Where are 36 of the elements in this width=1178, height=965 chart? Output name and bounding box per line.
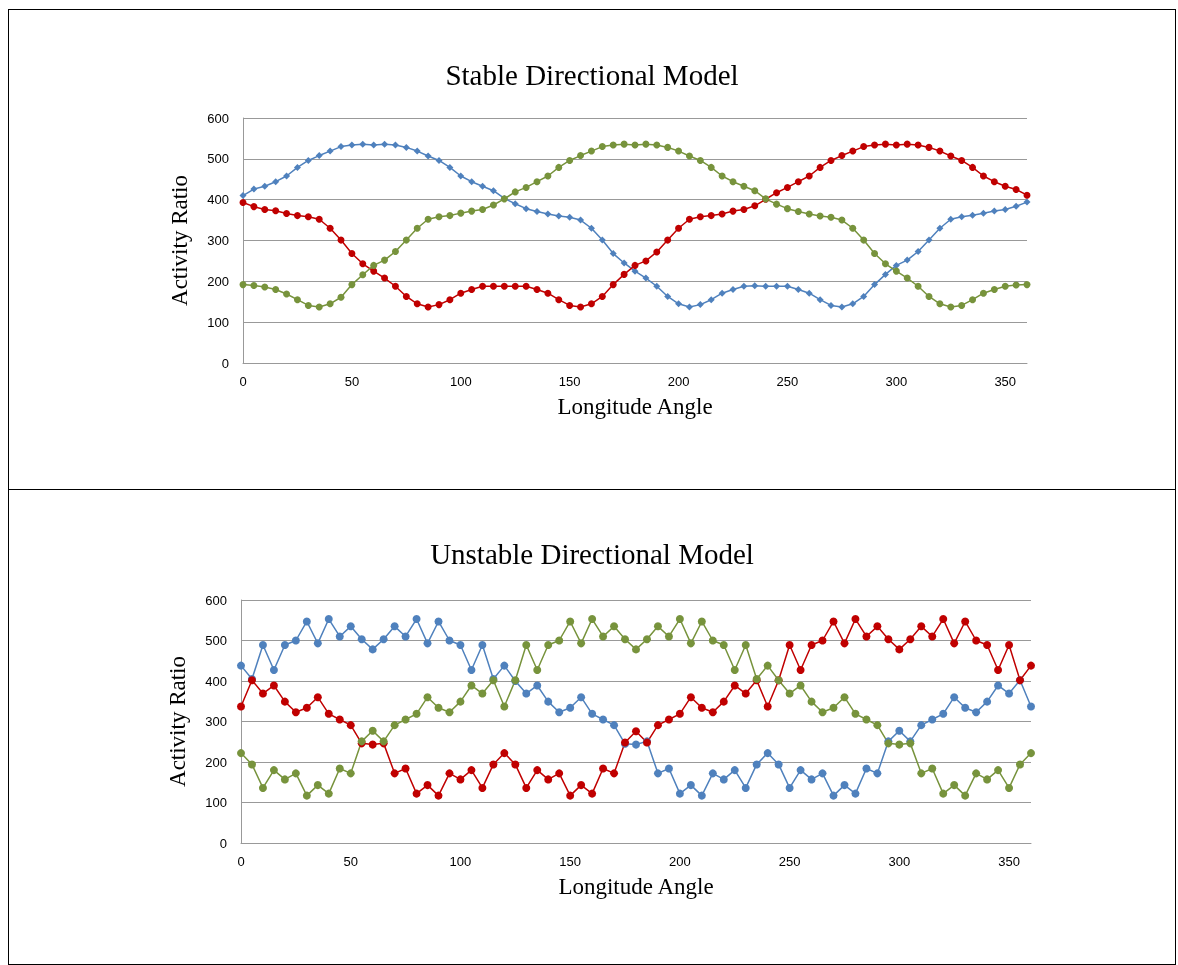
- x-tick-label: 0: [239, 374, 247, 389]
- y-axis-title: Activity Ratio: [167, 175, 192, 306]
- y-tick-label: 500: [205, 633, 227, 648]
- y-tick-label: 300: [207, 233, 229, 248]
- x-tick-label: 250: [778, 854, 801, 869]
- x-tick-label: 50: [344, 374, 360, 389]
- y-tick-label: 300: [205, 714, 227, 729]
- x-tick-label: 250: [776, 374, 799, 389]
- chart-title: Stable Directional Model: [445, 58, 739, 91]
- x-tick-label: 100: [449, 374, 472, 389]
- y-tick-label: 200: [205, 754, 227, 770]
- x-tick-label: 200: [669, 854, 691, 869]
- x-tick-label: 200: [667, 374, 690, 389]
- x-tick-label: 350: [994, 374, 1017, 389]
- x-tick-label: 150: [558, 374, 581, 389]
- y-tick-label: 600: [207, 110, 229, 126]
- x-tick-label: 350: [998, 854, 1020, 869]
- x-tick-label: 0: [237, 854, 245, 869]
- x-tick-label: 150: [559, 854, 582, 869]
- y-tick-label: 400: [207, 192, 229, 208]
- x-tick-label: 50: [343, 854, 358, 869]
- y-tick-label: 100: [205, 795, 227, 810]
- x-axis-title: Longitude Angle: [557, 394, 713, 419]
- y-tick-label: 600: [205, 592, 227, 608]
- y-axis-title: Activity Ratio: [165, 656, 190, 787]
- y-tick-label: 200: [207, 273, 229, 289]
- y-tick-label: 0: [219, 835, 227, 851]
- y-tick-label: 400: [205, 673, 227, 689]
- x-tick-label: 300: [885, 374, 908, 389]
- x-tick-label: 300: [888, 854, 911, 869]
- x-tick-label: 100: [449, 854, 472, 869]
- chart-title: Unstable Directional Model: [430, 537, 754, 570]
- y-tick-label: 0: [221, 355, 229, 371]
- y-tick-label: 500: [207, 151, 229, 167]
- x-axis-title: Longitude Angle: [558, 874, 714, 899]
- y-tick-label: 100: [207, 314, 229, 330]
